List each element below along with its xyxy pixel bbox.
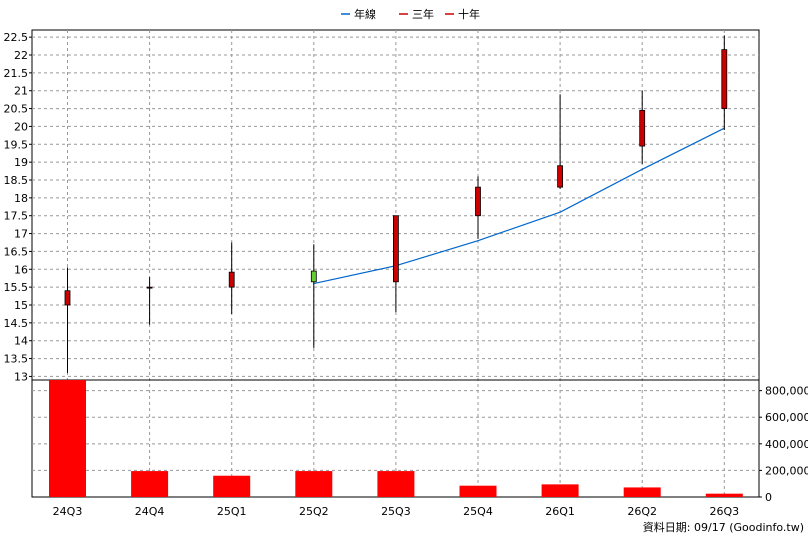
legend-label: 十年 [458, 7, 480, 21]
footer-note: 資料日期: 09/17 (Goodinfo.tw) [643, 520, 804, 534]
volume-bar [131, 471, 169, 497]
price-panel: 13 13.5 14 14.5 15 15.5 16 16.5 17 17.5 18 18.5 19 19… [4, 29, 760, 497]
candle-body [639, 109, 646, 147]
price-tick-label: 17 [14, 228, 28, 241]
price-tick-label: 20 [14, 120, 28, 133]
x-axis: 24Q3 24Q4 25Q1 25Q2 25Q3 25Q4 26Q1 26Q2 26Q3 [53, 505, 739, 518]
candle-body [392, 215, 399, 283]
volume-bar [295, 471, 333, 497]
price-tick-label: 16.5 [4, 245, 29, 258]
x-tick-label: 25Q3 [381, 505, 411, 518]
price-tick-label: 18 [14, 192, 28, 205]
price-tick-label: 21.5 [4, 67, 29, 80]
price-tick-label: 17.5 [4, 210, 29, 223]
volume-bar [459, 485, 497, 497]
volume-bar [213, 475, 251, 497]
price-tick-label: 19 [14, 156, 28, 169]
legend-label: 三年 [412, 7, 434, 21]
volume-panel: 0 200,000 400,000 600,000 800,000 [31, 379, 808, 504]
candle-body [721, 49, 728, 109]
price-tick-label: 22.5 [4, 31, 29, 44]
x-tick-label: 25Q1 [217, 505, 247, 518]
volume-bar [49, 380, 86, 497]
price-tick-label: 13 [14, 370, 28, 383]
legend-label: 年線 [354, 7, 376, 21]
candle-body [146, 286, 153, 289]
x-tick-label: 24Q4 [135, 505, 165, 518]
price-tick-label: 18.5 [4, 174, 29, 187]
candle-body [475, 186, 481, 217]
x-tick-label: 25Q2 [299, 505, 329, 518]
candle-body [64, 290, 71, 306]
series-line [313, 127, 725, 285]
volume-tick-label: 600,000 [765, 411, 808, 424]
volume-bar [705, 493, 743, 497]
price-tick-label: 14.5 [4, 317, 29, 330]
price-tick-label: 22 [14, 49, 28, 62]
volume-tick-label: 0 [765, 491, 772, 504]
x-tick-label: 26Q3 [709, 505, 739, 518]
price-tick-label: 15.5 [4, 281, 29, 294]
candle-body [310, 270, 317, 283]
price-tick-label: 16 [14, 263, 28, 276]
candle-body [228, 271, 235, 288]
price-tick-label: 19.5 [4, 138, 29, 151]
price-tick-label: 13.5 [4, 353, 29, 366]
x-tick-label: 26Q2 [627, 505, 657, 518]
candle-body [557, 165, 563, 188]
volume-tick-label: 400,000 [765, 438, 808, 451]
x-tick-label: 24Q3 [53, 505, 83, 518]
price-tick-label: 20.5 [4, 103, 29, 116]
price-tick-label: 15 [14, 299, 28, 312]
volume-bar [377, 471, 415, 497]
price-tick-label: 14 [14, 335, 28, 348]
volume-bar [623, 487, 661, 497]
legend: 年線 三年 十年 [341, 7, 480, 21]
volume-tick-label: 200,000 [765, 464, 808, 477]
x-tick-label: 25Q4 [463, 505, 493, 518]
volume-tick-label: 800,000 [765, 385, 808, 398]
price-tick-label: 21 [14, 85, 28, 98]
x-tick-label: 26Q1 [545, 505, 575, 518]
volume-bar [541, 484, 579, 497]
